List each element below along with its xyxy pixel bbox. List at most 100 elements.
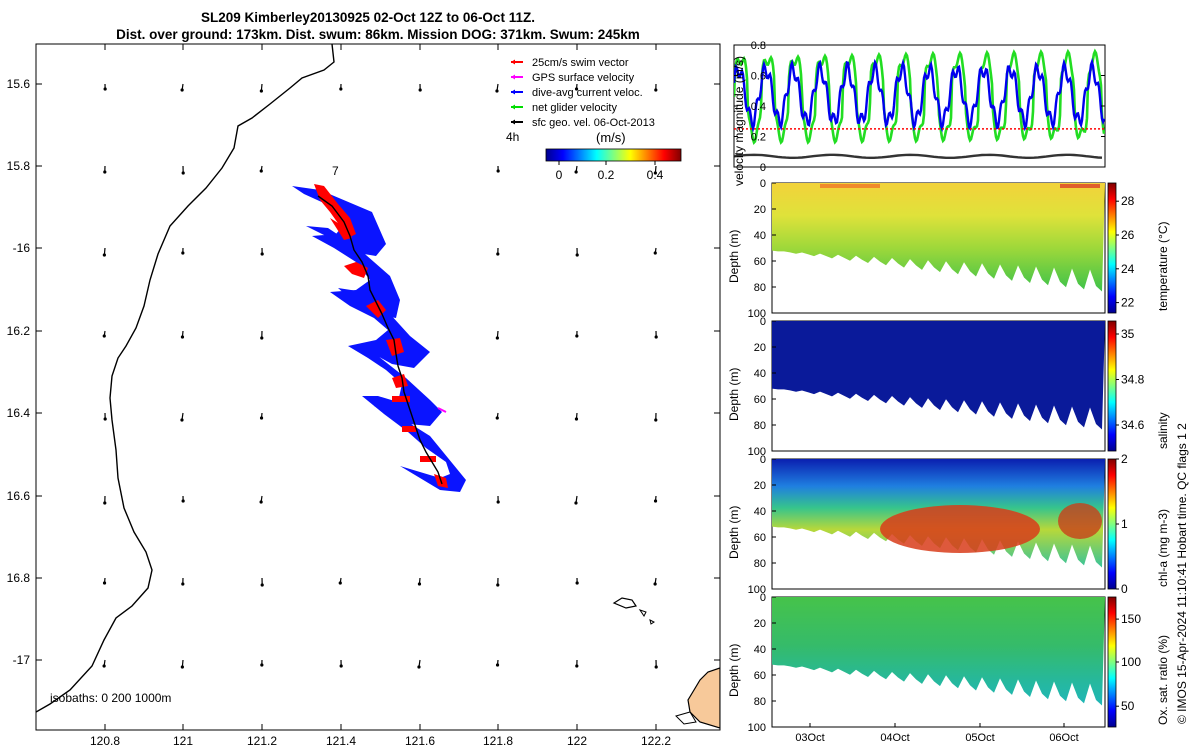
legend-item-label: dive-avg current veloc. [532, 87, 643, 99]
geo-velocity-arrow-head [574, 501, 578, 505]
geo-velocity-arrow-head [575, 334, 579, 338]
warm-surface-patch [820, 184, 880, 188]
profile-colorbar [1107, 596, 1117, 728]
geo-velocity-arrow-grid [102, 83, 658, 669]
time-axis: 03Oct 04Oct 05Oct 06Oct [795, 723, 1079, 744]
legend-swatch-head [511, 104, 515, 110]
depth-tick-label: 0 [760, 454, 766, 466]
colorbar-tick-label: 0.4 [647, 168, 664, 182]
legend-item-label: 25cm/s swim vector [532, 57, 629, 69]
map-legend: 25cm/s swim vector GPS surface velocity di… [511, 57, 655, 129]
profile-panel-temperature: 0 20 40 60 80 100 Depth (m) 28 26 24 22 temperature… [727, 178, 1170, 320]
legend-item-label: GPS surface velocity [532, 72, 635, 84]
geo-velocity-arrow-head [653, 251, 657, 255]
colorbar-tick-label: 22 [1121, 296, 1135, 310]
geo-velocity-arrow-head [102, 334, 106, 338]
geo-velocity-arrow-head [496, 169, 500, 173]
map-x-tick-label: 121.8 [483, 734, 513, 748]
warm-surface-patch [1060, 184, 1100, 188]
map-y-tick-label: 16.8 [7, 571, 31, 585]
current-vector-band [292, 186, 466, 492]
depth-tick-label: 100 [748, 584, 766, 596]
net-glider-velocity-line [734, 48, 1105, 146]
map-y-tick-label: 16.2 [7, 324, 31, 338]
time-tick-label: 03Oct [795, 732, 824, 744]
colorbar-tick-label: 0 [1121, 582, 1128, 596]
depth-tick-label: 20 [754, 480, 766, 492]
geo-velocity-arrow-head [417, 665, 421, 669]
depth-tick-label: 100 [748, 308, 766, 320]
colorbar-tick-label: 35 [1121, 327, 1135, 341]
island-shape [649, 619, 655, 625]
profile-panel-chla: 0 20 40 60 80 100 Depth (m) 2 1 0 chl-a (mg m-3) [727, 452, 1170, 596]
legend-units: (m/s) [596, 130, 626, 145]
geo-velocity-arrow-head [653, 171, 657, 175]
geo-velocity-arrow-head [339, 664, 343, 668]
isobath-line [36, 44, 335, 713]
geo-velocity-arrow-head [260, 252, 264, 256]
profile-data-region [772, 597, 1105, 706]
glider-track [292, 184, 466, 492]
profile-panel-salinity: 0 20 40 60 80 100 Depth (m) 35 34.8 34.6 salinity [727, 316, 1170, 458]
velocity-y-tick-label: 0.2 [751, 132, 766, 144]
profile-data-region [772, 183, 1105, 292]
colorbar-tick-label: 1 [1121, 517, 1128, 531]
profile-panel-oxsat: 0 20 40 60 80 100 Depth (m) 150 100 50 Ox. sat. ra… [727, 592, 1170, 734]
velocity-panel: 0 0.2 0.4 0.6 0.8 velocity magnitude (m/s) [732, 40, 1106, 186]
swim-vector-patch [344, 262, 368, 278]
map-y-tick-label: -16 [13, 241, 31, 255]
depth-tick-label: 20 [754, 342, 766, 354]
depth-tick-label: 100 [748, 722, 766, 734]
map-y-tick-label: 16.6 [7, 489, 31, 503]
legend-time-tag: 4h [506, 130, 519, 144]
depth-axis-label: Depth (m) [727, 368, 741, 421]
time-tick-label: 04Oct [880, 732, 909, 744]
velocity-y-tick-label: 0.4 [751, 101, 766, 113]
velocity-colorbar-ticks: 0 0.2 0.4 [556, 161, 664, 182]
colorbar-tick-label: 2 [1121, 452, 1128, 466]
swim-vector-patch [392, 374, 408, 388]
geo-velocity-arrow-head [496, 583, 500, 587]
geo-velocity-arrow-head [103, 417, 107, 421]
geo-velocity-arrow-head [181, 171, 185, 175]
chla-maximum-patch [1058, 503, 1102, 539]
island-shape [612, 597, 637, 609]
map-x-tick-label: 120.8 [90, 734, 120, 748]
map-y-axis: 15.6 15.8 -16 16.2 16.4 16.6 16.8 -17 [7, 77, 720, 667]
map-x-axis: 120.8 121 121.2 121.4 121.6 121.8 122 122.2 [90, 44, 671, 748]
depth-tick-label: 20 [754, 618, 766, 630]
colorbar-label: salinity [1156, 412, 1170, 449]
depth-tick-label: 40 [754, 506, 766, 518]
legend-swatch-head [511, 74, 515, 80]
depth-tick-label: 80 [754, 696, 766, 708]
geo-velocity-arrow-head [180, 88, 184, 92]
geo-velocity-arrow-head [259, 500, 263, 504]
geo-velocity-arrow-head [574, 87, 579, 91]
depth-tick-label: 0 [760, 178, 766, 190]
legend-item-label: sfc geo. vel. 06-Oct-2013 [532, 117, 655, 129]
map-y-tick-label: 15.6 [7, 77, 31, 91]
swim-vector-patch [330, 218, 352, 240]
geo-velocity-arrow-head [495, 336, 499, 340]
colorbar-tick-label: 50 [1121, 699, 1135, 713]
geo-velocity-arrow-head [181, 582, 185, 586]
velocity-y-axis: 0 0.2 0.4 0.6 0.8 [734, 40, 1105, 174]
geo-velocity-arrow-head [574, 417, 579, 421]
geo-velocity-arrow-head [102, 664, 106, 668]
geo-velocity-arrow-head [102, 253, 106, 257]
track-marker-label: 7 [332, 164, 339, 178]
colorbar-tick-label: 24 [1121, 262, 1135, 276]
depth-axis-label: Depth (m) [727, 230, 741, 283]
geo-velocity-arrow-head [259, 89, 263, 93]
geo-velocity-arrow-head [103, 170, 107, 174]
geo-velocity-arrow-head [103, 501, 107, 505]
geo-velocity-arrow-head [654, 88, 658, 92]
geo-velocity-arrow-head [180, 335, 185, 339]
geo-velocity-arrow-head [103, 87, 107, 91]
profile-colorbar [1107, 182, 1117, 314]
geostrophic-velocity-line [734, 153, 1103, 159]
credit-text: © IMOS 15-Apr-2024 11:10:41 Hobart time.… [1175, 423, 1189, 724]
depth-tick-label: 80 [754, 282, 766, 294]
time-tick-label: 05Oct [965, 732, 994, 744]
